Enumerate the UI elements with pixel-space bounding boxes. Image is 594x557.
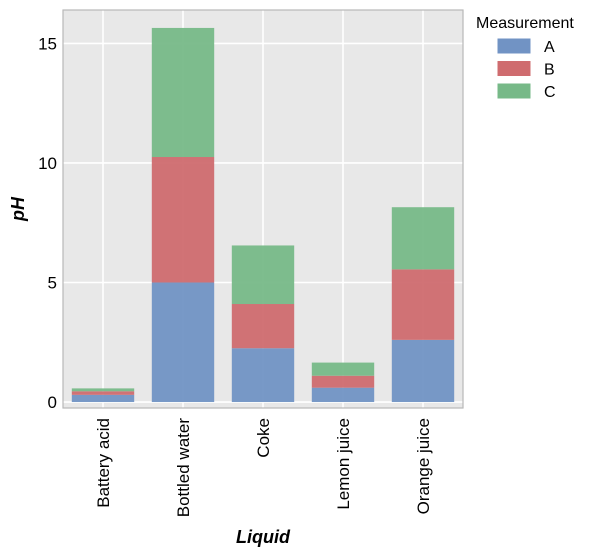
legend-label-C: C: [544, 84, 556, 101]
legend-swatch-B: [497, 61, 531, 76]
legend-label-B: B: [544, 62, 555, 79]
y-axis-title: pH: [8, 196, 28, 222]
x-tick-label: Orange juice: [414, 418, 433, 514]
x-tick-label: Bottled water: [174, 418, 193, 518]
bar-C-orange-juice: [391, 207, 455, 270]
bar-A-coke: [231, 348, 295, 403]
legend-swatch-C: [497, 83, 531, 99]
bar-C-bottled-water: [151, 27, 215, 158]
bar-B-lemon-juice: [311, 375, 375, 388]
bar-C-coke: [231, 245, 295, 305]
legend-label-A: A: [544, 39, 555, 56]
plot-frame: [62, 9, 464, 409]
legend: Measurement ABC: [476, 15, 574, 101]
bar-A-bottled-water: [151, 282, 215, 403]
x-tick-label: Coke: [254, 418, 273, 458]
legend-swatch-A: [497, 38, 531, 54]
x-tick-label: Battery acid: [94, 418, 113, 508]
bar-B-coke: [231, 304, 295, 349]
y-axis: 0 5 10 15: [38, 34, 57, 412]
bar-B-battery-acid: [71, 391, 135, 395]
bar-A-lemon-juice: [311, 387, 375, 403]
bar-C-lemon-juice: [311, 362, 375, 376]
bars: [71, 27, 455, 403]
bar-C-battery-acid: [71, 388, 135, 392]
y-tick-label: 0: [48, 393, 57, 412]
bar-A-battery-acid: [71, 394, 135, 403]
bar-A-orange-juice: [391, 339, 455, 403]
y-tick-label: 10: [38, 154, 57, 173]
x-axis: Battery acid Bottled water Coke Lemon juice…: [94, 418, 433, 518]
y-tick-label: 15: [38, 34, 57, 53]
legend-title: Measurement: [476, 15, 574, 32]
bar-B-bottled-water: [151, 157, 215, 283]
bar-B-orange-juice: [391, 269, 455, 340]
x-axis-title: Liquid: [236, 527, 291, 547]
y-tick-label: 5: [48, 274, 57, 293]
x-tick-label: Lemon juice: [334, 418, 353, 510]
